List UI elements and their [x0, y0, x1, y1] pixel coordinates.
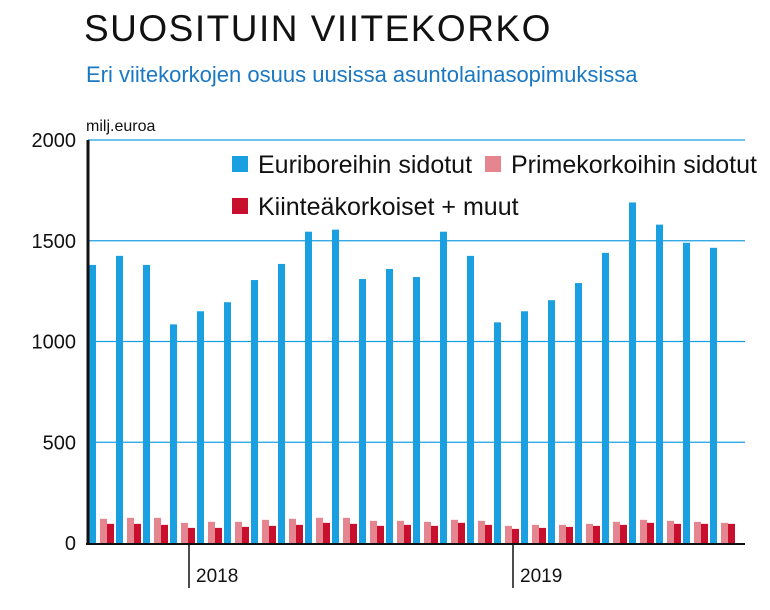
bar: [134, 523, 141, 543]
legend-swatch: [232, 156, 248, 172]
bar: [593, 525, 600, 543]
bar: [458, 522, 465, 543]
legend-label: Primekorkoihin sidotut: [511, 151, 757, 179]
year-label: 2019: [520, 566, 562, 587]
bar: [377, 525, 384, 543]
bar: [278, 263, 285, 543]
bar: [629, 202, 636, 543]
bar: [451, 519, 458, 543]
bar: [532, 524, 539, 543]
bar: [667, 520, 674, 543]
bar: [289, 518, 296, 543]
bar: [181, 522, 188, 543]
bar: [620, 524, 627, 543]
bar: [269, 525, 276, 543]
bar: [343, 517, 350, 543]
bar: [559, 524, 566, 543]
bar: [694, 521, 701, 543]
year-label: 2018: [196, 566, 238, 587]
bar: [424, 521, 431, 543]
legend-label: Euriboreihin sidotut: [258, 151, 472, 179]
bar: [512, 528, 519, 543]
bar: [100, 518, 107, 543]
legend-label: Kiinteäkorkoiset + muut: [258, 193, 519, 221]
y-tick-label: 2000: [32, 130, 77, 152]
bar: [296, 524, 303, 543]
legend-swatch: [485, 156, 501, 172]
chart-title: SUOSITUIN VIITEKORKO: [84, 8, 552, 49]
bars: [89, 202, 735, 544]
bar: [613, 521, 620, 543]
bar: [586, 523, 593, 543]
bar: [370, 520, 377, 543]
bar: [127, 517, 134, 543]
bar: [467, 255, 474, 544]
bar: [548, 300, 555, 543]
bar: [332, 229, 339, 544]
bar: [251, 280, 258, 543]
bar: [386, 268, 393, 543]
bar: [242, 526, 249, 543]
bar: [116, 255, 123, 544]
bar: [224, 302, 231, 543]
bar: [505, 525, 512, 543]
y-tick-label: 500: [43, 432, 76, 454]
bar: [485, 524, 492, 543]
bar: [521, 311, 528, 543]
bar: [478, 520, 485, 543]
bar: [107, 523, 114, 543]
bar: [323, 522, 330, 543]
bar: [728, 523, 735, 543]
bar: [161, 524, 168, 543]
bar: [494, 322, 501, 543]
bar: [262, 519, 269, 543]
bar: [397, 520, 404, 543]
legend-swatch: [232, 198, 248, 214]
bar: [404, 524, 411, 543]
bar: [721, 522, 728, 543]
y-tick-label: 0: [65, 533, 76, 555]
legend: Euriboreihin sidotut Primekorkoihin sidot…: [232, 151, 757, 221]
unit-label: milj.euroa: [86, 118, 155, 135]
bar: [701, 523, 708, 543]
bar: [170, 324, 177, 543]
bar: [431, 525, 438, 543]
bar: [208, 521, 215, 543]
year-labels: 2018 2019: [188, 544, 562, 588]
bar: [154, 517, 161, 543]
bar: [316, 517, 323, 543]
bar: [683, 242, 690, 543]
bar: [640, 519, 647, 543]
bar: [197, 311, 204, 543]
bar: [350, 523, 357, 543]
bar: [575, 283, 582, 543]
bar: [215, 527, 222, 543]
bar: [566, 526, 573, 543]
bar: [656, 224, 663, 543]
bar: [539, 527, 546, 543]
bar: [440, 231, 447, 543]
bar: [235, 521, 242, 543]
chart-subtitle: Eri viitekorkojen osuus uusissa asuntola…: [86, 62, 638, 87]
y-tick-label: 1500: [32, 231, 77, 253]
bar: [602, 252, 609, 543]
bar: [413, 277, 420, 543]
bar: [710, 247, 717, 544]
bar: [188, 527, 195, 543]
bar: [143, 264, 150, 543]
bar: [359, 279, 366, 543]
bar: [674, 523, 681, 543]
y-tick-labels: 0 500 1000 1500 2000: [32, 130, 77, 555]
bar: [647, 522, 654, 543]
bar: [305, 231, 312, 543]
axes: [86, 140, 745, 545]
bar: [89, 264, 96, 543]
y-tick-label: 1000: [32, 332, 77, 354]
